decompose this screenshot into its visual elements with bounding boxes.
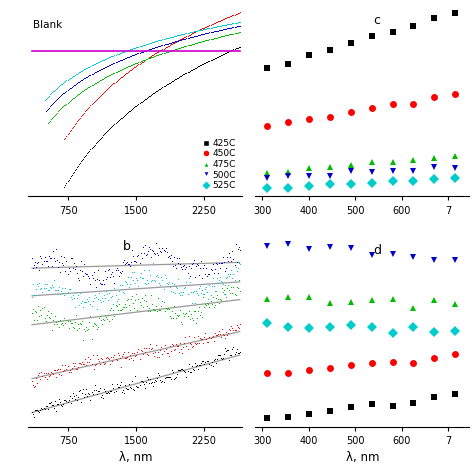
Text: c: c (373, 14, 380, 27)
Text: Blank: Blank (33, 20, 62, 30)
Legend: 425C, 450C, 475C, 500C, 525C: 425C, 450C, 475C, 500C, 525C (201, 137, 238, 192)
Text: b: b (123, 240, 130, 253)
Text: d: d (373, 244, 381, 257)
X-axis label: λ, nm: λ, nm (346, 451, 379, 464)
X-axis label: λ, nm: λ, nm (118, 451, 152, 464)
